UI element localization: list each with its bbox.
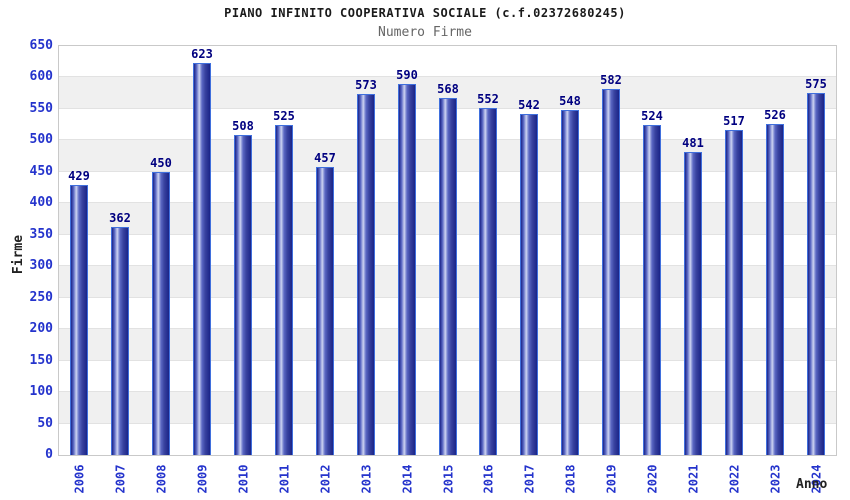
bar-value-label: 542 bbox=[518, 98, 540, 112]
bar-2017 bbox=[520, 114, 538, 455]
x-tick-label-text: 2010 bbox=[236, 464, 250, 494]
bar-2007 bbox=[111, 227, 129, 455]
chart-subtitle: Numero Firme bbox=[378, 25, 472, 40]
bar-value-label: 450 bbox=[150, 156, 172, 170]
bar-value-label: 517 bbox=[723, 114, 745, 128]
y-tick-label: 500 bbox=[29, 132, 53, 148]
x-tick-label: 2018 bbox=[550, 459, 590, 499]
x-tick-label: 2021 bbox=[673, 459, 713, 499]
y-axis-tick-labels: 0 50 100 150 200 250 300 350 400 450 500 550 600 650 bbox=[0, 39, 53, 462]
bar-value-label: 623 bbox=[191, 47, 213, 61]
x-tick-label: 2016 bbox=[468, 459, 508, 499]
x-tick-label-text: 2008 bbox=[154, 464, 168, 494]
bar-value-label: 457 bbox=[314, 151, 336, 165]
bar-value-label: 548 bbox=[559, 94, 581, 108]
x-tick-label-text: 2015 bbox=[441, 464, 455, 494]
bar-value-label: 552 bbox=[477, 92, 499, 106]
x-tick-label: 2023 bbox=[755, 459, 795, 499]
x-tick-label-text: 2014 bbox=[400, 464, 414, 494]
x-tick-label-text: 2016 bbox=[481, 464, 495, 494]
bar-value-label: 590 bbox=[396, 68, 418, 82]
bar-value-label: 582 bbox=[600, 73, 622, 87]
x-tick-label: 2015 bbox=[428, 459, 468, 499]
bar-2018 bbox=[561, 110, 579, 455]
y-tick-label: 150 bbox=[29, 352, 53, 368]
y-tick-label: 200 bbox=[29, 321, 53, 337]
bar-value-label: 429 bbox=[68, 169, 90, 183]
y-tick-label: 0 bbox=[45, 447, 53, 462]
x-tick-label: 2014 bbox=[387, 459, 427, 499]
x-tick-label: 2017 bbox=[509, 459, 549, 499]
bar-2009 bbox=[193, 63, 211, 455]
x-tick-label-text: 2006 bbox=[72, 464, 86, 494]
y-tick-label: 250 bbox=[29, 289, 53, 305]
plot-area: 429 362 450 623 508 525 457 573 590 568 552 542 548 5… bbox=[58, 45, 837, 456]
y-tick-label: 400 bbox=[29, 195, 53, 211]
bar-2010 bbox=[234, 135, 252, 455]
x-tick-label: 2011 bbox=[264, 459, 304, 499]
x-tick-label: 2007 bbox=[100, 459, 140, 499]
x-tick-label-text: 2023 bbox=[768, 464, 782, 494]
y-tick-label: 350 bbox=[29, 226, 53, 242]
bar-2021 bbox=[684, 152, 702, 455]
x-axis-tick-labels: 2006 2007 2008 2009 2010 2011 2012 2013 2014 2015… bbox=[58, 459, 837, 500]
bar-value-label: 362 bbox=[109, 211, 131, 225]
gridline bbox=[59, 76, 836, 78]
y-tick-label: 550 bbox=[29, 100, 53, 116]
y-tick-label: 450 bbox=[29, 163, 53, 179]
chart-title: PIANO INFINITO COOPERATIVA SOCIALE (c.f.… bbox=[224, 6, 626, 20]
bar-2012 bbox=[316, 167, 334, 455]
bar-2024 bbox=[807, 93, 825, 455]
x-axis-title: Anno bbox=[796, 477, 828, 492]
x-tick-label: 2020 bbox=[632, 459, 672, 499]
bar-value-label: 573 bbox=[355, 78, 377, 92]
bar-2016 bbox=[479, 108, 497, 455]
x-tick-label-text: 2022 bbox=[727, 464, 741, 494]
bar-value-label: 568 bbox=[437, 82, 459, 96]
bar-2020 bbox=[643, 125, 661, 455]
x-tick-label-text: 2021 bbox=[686, 464, 700, 494]
x-tick-label-text: 2011 bbox=[277, 464, 291, 494]
y-tick-label: 50 bbox=[37, 415, 53, 431]
x-tick-label: 2008 bbox=[141, 459, 181, 499]
x-tick-label-text: 2018 bbox=[563, 464, 577, 494]
bar-value-label: 481 bbox=[682, 136, 704, 150]
bar-2008 bbox=[152, 172, 170, 455]
x-tick-label-text: 2017 bbox=[522, 464, 536, 494]
x-tick-label: 2012 bbox=[305, 459, 345, 499]
x-tick-label: 2022 bbox=[714, 459, 754, 499]
x-tick-label: 2019 bbox=[591, 459, 631, 499]
bar-2011 bbox=[275, 125, 293, 455]
bar-2019 bbox=[602, 89, 620, 455]
bar-2013 bbox=[357, 94, 375, 455]
x-tick-label: 2009 bbox=[182, 459, 222, 499]
x-tick-label: 2010 bbox=[223, 459, 263, 499]
y-tick-label: 650 bbox=[29, 38, 53, 53]
y-tick-label: 600 bbox=[29, 69, 53, 85]
x-tick-label: 2006 bbox=[59, 459, 99, 499]
x-tick-label-text: 2009 bbox=[195, 464, 209, 494]
bar-2015 bbox=[439, 98, 457, 455]
x-tick-label-text: 2019 bbox=[604, 464, 618, 494]
x-tick-label-text: 2007 bbox=[113, 464, 127, 494]
x-tick-label-text: 2020 bbox=[645, 464, 659, 494]
bar-2006 bbox=[70, 185, 88, 455]
bar-2014 bbox=[398, 84, 416, 455]
bar-value-label: 525 bbox=[273, 109, 295, 123]
bar-2022 bbox=[725, 130, 743, 455]
y-tick-label: 100 bbox=[29, 384, 53, 400]
bar-value-label: 508 bbox=[232, 119, 254, 133]
x-tick-label-text: 2013 bbox=[359, 464, 373, 494]
bar-value-label: 526 bbox=[764, 108, 786, 122]
x-tick-label: 2013 bbox=[346, 459, 386, 499]
x-tick-label-text: 2012 bbox=[318, 464, 332, 494]
bar-value-label: 575 bbox=[805, 77, 827, 91]
y-tick-label: 300 bbox=[29, 258, 53, 274]
bar-value-label: 524 bbox=[641, 109, 663, 123]
bar-2023 bbox=[766, 124, 784, 455]
